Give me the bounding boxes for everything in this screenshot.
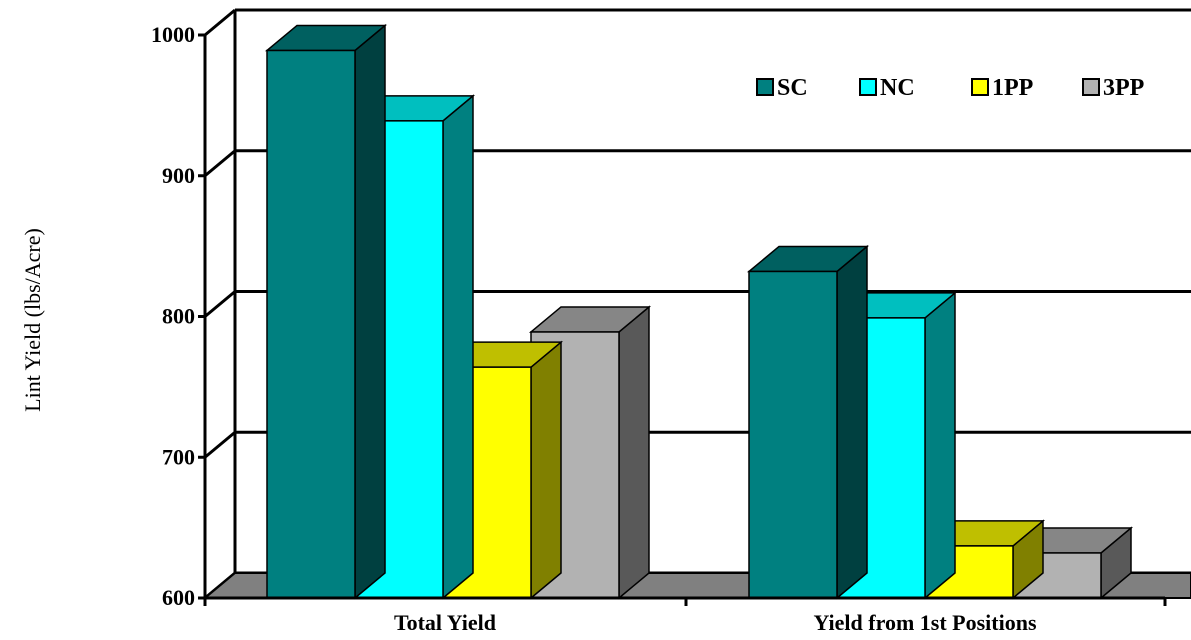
legend-item-nc: NC <box>859 75 915 101</box>
bar-side <box>442 94 474 600</box>
legend-swatch <box>971 78 989 96</box>
y-tick-label-600: 600 <box>162 585 195 610</box>
bar-side <box>924 291 956 600</box>
side-gridline-700 <box>204 431 236 459</box>
bar-side <box>354 23 386 600</box>
legend-swatch <box>1082 78 1100 96</box>
side-gridline-1000 <box>204 8 236 37</box>
bar-front <box>748 270 838 599</box>
y-tick-label-900: 900 <box>162 163 195 188</box>
bar-side <box>530 340 562 600</box>
legend-item-3pp: 3PP <box>1082 75 1144 101</box>
side-gridline-900 <box>204 149 236 177</box>
legend-label: SC <box>777 75 808 101</box>
bar-front <box>266 49 356 599</box>
chart-bars <box>264 23 1134 600</box>
y-tick-label-800: 800 <box>162 304 195 329</box>
y-tick-label-1000: 1000 <box>151 22 195 47</box>
bar-side <box>836 244 868 600</box>
legend-swatch <box>756 78 774 96</box>
bar-side <box>618 305 650 600</box>
legend-label: NC <box>880 75 915 101</box>
bar-sc-total-yield <box>264 23 388 600</box>
legend-swatch <box>859 78 877 96</box>
category-labels: Total Yield Yield from 1st Positions <box>394 610 1037 635</box>
chart-axes <box>198 33 1167 606</box>
category-label-0: Total Yield <box>394 610 496 635</box>
legend-item-1pp: 1PP <box>971 75 1033 101</box>
legend-label: 3PP <box>1103 75 1144 101</box>
legend-label: 1PP <box>992 75 1033 101</box>
y-tick-label-700: 700 <box>162 444 195 469</box>
bar-sc-first-positions <box>746 244 870 600</box>
category-label-1: Yield from 1st Positions <box>813 610 1036 635</box>
side-gridline-800 <box>204 290 236 318</box>
y-axis-label: Lint Yield (lbs/Acre) <box>20 228 45 412</box>
legend-item-sc: SC <box>756 75 808 101</box>
legend: SC NC 1PP 3PP <box>756 75 1144 101</box>
y-tick-labels: 600 700 800 900 1000 <box>151 22 195 610</box>
